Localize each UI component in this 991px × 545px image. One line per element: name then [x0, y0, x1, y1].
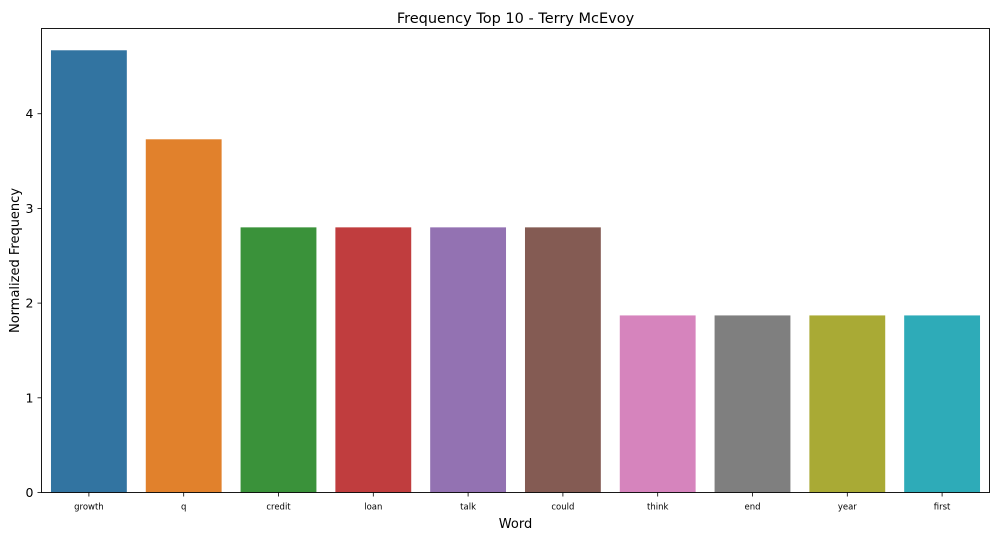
x-tick-label: credit [266, 503, 291, 513]
bar-credit [240, 227, 317, 493]
bar-growth [50, 50, 127, 493]
bar-year [809, 315, 886, 493]
y-axis-ticks: 0 1 2 3 4 [26, 106, 42, 500]
bar-think [619, 315, 696, 493]
x-axis-label: Word [499, 517, 532, 532]
bar-could [524, 227, 601, 493]
x-tick-label: could [551, 503, 574, 513]
y-tick-label: 2 [26, 296, 34, 311]
x-tick-label: q [181, 503, 186, 513]
plot-frame [41, 28, 990, 493]
x-tick-label: first [934, 503, 951, 513]
y-tick-label: 4 [26, 106, 34, 121]
x-tick-label: growth [74, 503, 104, 513]
y-tick-label: 1 [26, 390, 34, 405]
y-axis-label: Normalized Frequency [8, 188, 23, 333]
chart-title: Frequency Top 10 - Terry McEvoy [397, 11, 635, 27]
bar-first [904, 315, 981, 493]
bar-q [145, 139, 222, 493]
bars-layer [50, 50, 981, 493]
x-tick-label: loan [364, 503, 382, 513]
x-tick-label: end [744, 503, 760, 513]
x-axis-ticks: growth q credit loan talk could think end year fi… [74, 492, 951, 513]
bar-talk [430, 227, 507, 493]
x-tick-label: think [647, 503, 668, 513]
y-tick-label: 0 [26, 485, 34, 500]
x-tick-label: talk [460, 503, 476, 513]
x-tick-label: year [838, 503, 857, 513]
y-tick-label: 3 [26, 201, 34, 216]
bar-end [714, 315, 791, 493]
bar-loan [335, 227, 412, 493]
